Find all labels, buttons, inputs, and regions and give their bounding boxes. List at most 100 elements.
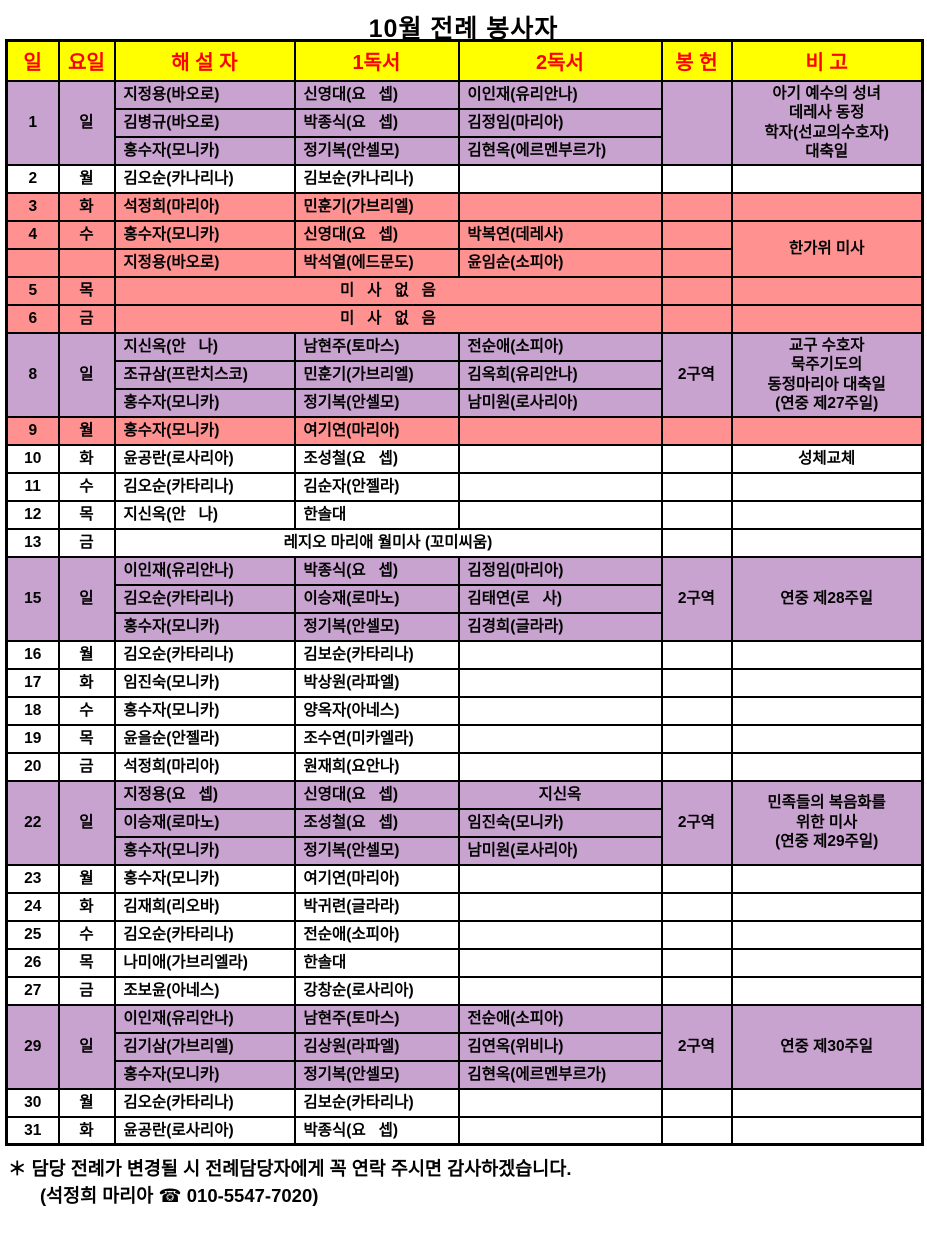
commentator-cell: 홍수자(모니카) [113,135,296,166]
weekday-cell: 월 [57,863,116,894]
col-header-weekday: 요일 [57,39,116,82]
table-row: 지정용(바오로) 박석열(에드문도) 윤임순(소피아) [5,247,923,278]
weekday-cell: 월 [57,415,116,446]
first-reading-cell: 원재희(요안나) [293,751,460,782]
second-reading-cell: 김정임(마리아) [457,107,663,138]
table-row: 31 화 윤공란(로사리아) 박종식(요 셉) [5,1115,924,1146]
first-reading-cell: 김순자(안젤라) [293,471,460,502]
table-row: 18 수 홍수자(모니카) 양옥자(아네스) [5,695,924,726]
table-row: 24 화 김재희(리오바) 박귀련(글라라) [5,891,924,922]
weekday-cell: 수 [57,695,116,726]
day-cell: 1 [5,79,60,166]
offering-cell [660,471,733,502]
day-cell: 22 [5,779,60,866]
day-cell: 16 [5,639,60,670]
commentator-cell: 홍수자(모니카) [113,695,296,726]
offering-cell: 2구역 [660,1003,733,1090]
remark-cell [730,303,924,334]
remark-cell [730,191,924,222]
first-reading-cell: 이승재(로마노) [293,583,460,614]
remark-cell [730,975,924,1006]
day-cell: 10 [5,443,60,474]
first-reading-cell: 신영대(요 셉) [293,79,460,110]
commentator-cell: 지정용(바오로) [113,247,296,278]
weekday-cell: 월 [57,639,116,670]
remark-cell [730,1087,924,1118]
second-reading-cell: 김현옥(에르멘부르가) [457,135,663,166]
commentator-cell: 석정희(마리아) [113,191,296,222]
first-reading-cell: 양옥자(아네스) [293,695,460,726]
offering-cell [660,891,733,922]
second-reading-cell: 김경희(글라라) [457,611,663,642]
day-cell: 13 [5,527,60,558]
commentator-cell: 지정용(바오로) [113,79,296,110]
first-reading-cell: 민훈기(가브리엘) [293,359,460,390]
weekday-cell: 일 [57,331,116,418]
second-reading-cell [457,667,663,698]
col-header-remark: 비 고 [730,39,924,82]
table-row: 이승재(로마노) 조성철(요 셉) 임진숙(모니카) [7,807,923,838]
second-reading-cell [457,1115,663,1146]
day-cell: 27 [5,975,60,1006]
weekday-cell: 화 [57,891,116,922]
commentator-cell: 김오순(카타리나) [113,639,296,670]
day-cell: 4 [5,219,60,250]
table-row: 29 일 이인재(유리안나) 남현주(토마스) 전순애(소피아) 2구역 연중 제30주일 [5,1003,924,1090]
col-header-first-reading: 1독서 [293,39,460,82]
day-cell: 29 [5,1003,60,1090]
second-reading-cell: 남미원(로사리아) [457,835,663,866]
day-cell: 18 [5,695,60,726]
day-cell: 2 [5,163,60,194]
offering-cell [660,191,733,222]
col-header-offering: 봉 헌 [660,39,733,82]
weekday-cell: 금 [57,751,116,782]
footnote-line-1: ＊ 담당 전례가 변경될 시 전례담당자에게 꼭 연락 주시면 감사하겠습니다. [8,1158,572,1179]
second-reading-cell: 김연옥(위비나) [457,1031,663,1062]
weekday-cell: 화 [57,191,116,222]
first-reading-cell: 조성철(요 셉) [293,807,460,838]
commentator-cell: 홍수자(모니카) [113,611,296,642]
commentator-cell: 김오순(카타리나) [113,919,296,950]
first-reading-cell: 여기연(마리아) [293,415,460,446]
remark-cell [730,163,924,194]
weekday-cell: 화 [57,667,116,698]
weekday-cell: 일 [57,555,116,642]
table-row: 조규삼(프란치스코) 민훈기(가브리엘) 김옥희(유리안나) [7,359,923,390]
commentator-cell: 나미애(가브리엘라) [113,947,296,978]
day-cell: 24 [5,891,60,922]
day-cell: 12 [5,499,60,530]
table-row: 2 월 김오순(카나리나) 김보순(카나리나) [5,163,924,194]
schedule-table: 일 요일 해 설 자 1독서 2독서 봉 헌 비 고 1 일 지정용(바오로) 신영대… [5,39,924,1146]
table-row: 홍수자(모니카) 정기복(안셀모) 남미원(로사리아) [7,387,923,418]
offering-cell [660,163,733,194]
first-reading-cell: 민훈기(가브리엘) [293,191,460,222]
table-row: 10 화 윤공란(로사리아) 조성철(요 셉) 성체교체 [5,443,924,474]
footnote-line-2: (석정희 마리아 ☎ 010-5547-7020) [40,1184,319,1206]
weekday-cell: 일 [57,779,116,866]
remark-cell [730,891,924,922]
remark-cell [730,919,924,950]
offering-cell [660,947,733,978]
first-reading-cell: 박종식(요 셉) [293,107,460,138]
offering-cell [660,639,733,670]
first-reading-cell: 김보순(카타리나) [293,639,460,670]
footnote: ＊ 담당 전례가 변경될 시 전례담당자에게 꼭 연락 주시면 감사하겠습니다.… [8,1156,927,1210]
table-row: 홍수자(모니카) 정기복(안셀모) 김현옥(에르멘부르가) [7,1059,923,1090]
offering-cell [660,751,733,782]
first-reading-cell: 신영대(요 셉) [293,779,460,810]
remark-cell: 성체교체 [730,443,924,474]
second-reading-cell [457,499,663,530]
commentator-cell: 윤을순(안젤라) [113,723,296,754]
offering-cell [660,415,733,446]
day-cell: 26 [5,947,60,978]
commentator-cell: 홍수자(모니카) [113,1059,296,1090]
first-reading-cell: 박종식(요 셉) [293,555,460,586]
remark-cell [730,695,924,726]
second-reading-cell [457,695,663,726]
remark-cell [730,499,924,530]
table-row: 3 화 석정희(마리아) 민훈기(가브리엘) [5,191,924,222]
first-reading-cell: 박종식(요 셉) [293,1115,460,1146]
remark-cell [730,639,924,670]
col-header-day: 일 [5,39,60,82]
table-row: 11 수 김오순(카타리나) 김순자(안젤라) [5,471,924,502]
